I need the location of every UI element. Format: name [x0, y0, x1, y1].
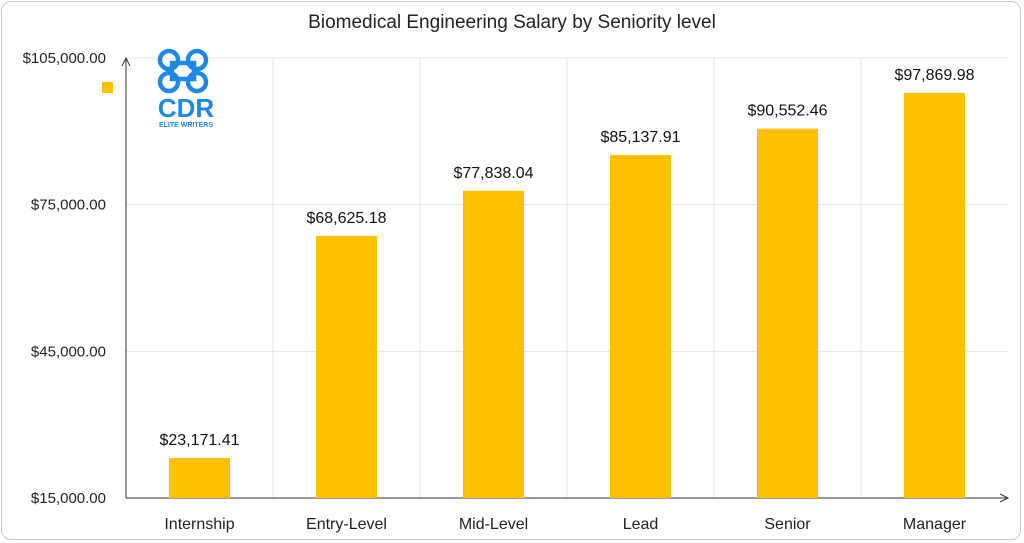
data-label: $97,869.98	[894, 67, 974, 84]
logo-subtext: ELITE WRITERS	[159, 122, 213, 129]
y-tick-label: $105,000.00	[23, 50, 106, 67]
y-tick-labels: $15,000.00 $45,000.00 $75,000.00 $105,000.0…	[23, 50, 106, 507]
bar	[610, 155, 671, 498]
x-tick-label: Internship	[164, 516, 234, 533]
data-label: $77,838.04	[453, 165, 533, 182]
cdr-knot-logo-icon: CDR ELITE WRITERS	[157, 48, 215, 129]
x-tick-label: Lead	[623, 516, 659, 533]
x-tick-label: Entry-Level	[306, 516, 387, 533]
data-label: $90,552.46	[747, 103, 827, 120]
data-label: $85,137.91	[600, 129, 680, 146]
bar	[169, 458, 230, 498]
bar	[316, 235, 377, 498]
gridlines	[126, 57, 1008, 498]
logo-text: CDR	[158, 93, 215, 123]
axes	[121, 56, 1010, 503]
chart-title: Biomedical Engineering Salary by Seniori…	[308, 12, 716, 33]
bars	[169, 92, 965, 498]
bar	[757, 128, 818, 498]
y-tick-label: $45,000.00	[31, 343, 106, 360]
legend-swatch	[102, 82, 113, 93]
x-tick-labels: Internship Entry-Level Mid-Level Lead Senior…	[164, 516, 966, 533]
x-tick-label: Manager	[903, 516, 967, 533]
y-tick-label: $75,000.00	[31, 197, 106, 214]
x-tick-label: Mid-Level	[459, 516, 528, 533]
bar	[904, 92, 965, 498]
data-label: $68,625.18	[306, 210, 386, 227]
y-axis-arrow	[121, 56, 131, 67]
x-tick-label: Senior	[764, 516, 811, 533]
bar	[463, 190, 524, 498]
y-tick-label: $15,000.00	[31, 490, 106, 507]
data-labels: $23,171.41 $68,625.18 $77,838.04 $85,137.91…	[159, 67, 974, 449]
x-axis-arrow	[999, 493, 1010, 503]
data-label: $23,171.41	[159, 432, 239, 449]
